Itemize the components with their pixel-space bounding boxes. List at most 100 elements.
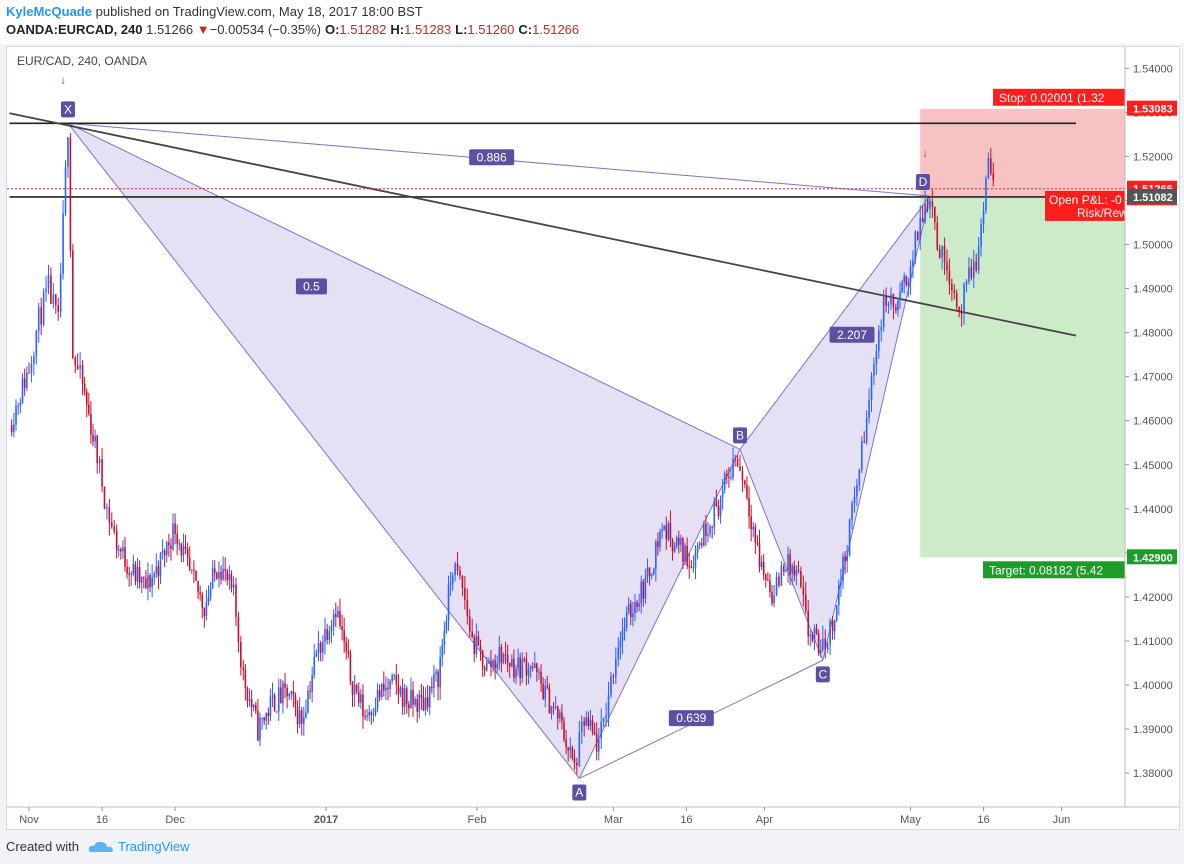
y-tick-label-0: 1.38000 bbox=[1133, 768, 1173, 780]
candle-body bbox=[244, 670, 247, 689]
candle-body bbox=[730, 477, 732, 479]
candle-body bbox=[880, 327, 883, 331]
candle-body bbox=[711, 526, 713, 528]
candle-body bbox=[211, 568, 214, 588]
candle-body bbox=[459, 570, 461, 576]
x-tick-label-7: Apr bbox=[756, 814, 773, 826]
candle-body bbox=[853, 496, 856, 503]
candle-body bbox=[303, 717, 305, 724]
candle-body bbox=[595, 734, 598, 752]
candle-body bbox=[987, 158, 990, 178]
candle-body bbox=[213, 568, 216, 574]
candle-body bbox=[485, 662, 488, 671]
candle-body bbox=[92, 434, 94, 442]
candle-body bbox=[652, 569, 655, 575]
candle-body bbox=[554, 706, 557, 708]
candle-body bbox=[802, 586, 805, 595]
candle-body bbox=[688, 565, 691, 567]
candle-body bbox=[207, 597, 210, 602]
candle-body bbox=[885, 296, 887, 306]
candle-body bbox=[780, 565, 783, 586]
candle-body bbox=[536, 663, 538, 672]
candle-body bbox=[846, 555, 848, 562]
candle-body bbox=[657, 541, 659, 548]
candle-body bbox=[870, 376, 873, 401]
publish-info: published on TradingView.com, May 18, 20… bbox=[95, 4, 423, 19]
symbol-label[interactable]: OANDA:EURCAD, 240 bbox=[6, 22, 143, 37]
target-zone bbox=[920, 196, 1125, 558]
candle-body bbox=[57, 305, 60, 312]
candle-body bbox=[273, 695, 276, 712]
candle-body bbox=[328, 631, 331, 641]
candle-body bbox=[619, 641, 622, 648]
open-label: O: bbox=[324, 22, 340, 37]
candle-body bbox=[946, 262, 948, 271]
chart-svg[interactable]: X A B C D 0.886 0.5 2.207 0.639 ↓ ↓ Stop: 0.02001 (… bbox=[7, 47, 1179, 829]
candle-body bbox=[17, 405, 19, 407]
price-tag-box-0 bbox=[1127, 100, 1177, 116]
candle-body bbox=[617, 647, 620, 659]
candle-body bbox=[197, 580, 199, 593]
pnl-label: Open P&L: -0 bbox=[1049, 193, 1122, 207]
candle-body bbox=[771, 591, 773, 604]
candle-body bbox=[19, 402, 22, 406]
author-link[interactable]: KyleMcQuade bbox=[6, 4, 92, 19]
candle-body bbox=[286, 687, 288, 697]
candle-body bbox=[420, 694, 423, 698]
candle-body bbox=[72, 250, 74, 358]
candle-body bbox=[752, 526, 755, 530]
candle-body bbox=[393, 674, 396, 676]
candle-body bbox=[292, 691, 295, 696]
candle-body bbox=[67, 137, 69, 167]
chart-title: EUR/CAD, 240, OANDA bbox=[17, 54, 147, 68]
candle-body bbox=[182, 546, 185, 556]
candle-body bbox=[376, 690, 379, 709]
y-tick-label-11: 1.49000 bbox=[1133, 284, 1173, 296]
candle-body bbox=[931, 201, 934, 207]
candle-body bbox=[811, 634, 814, 641]
candle-body bbox=[269, 697, 272, 717]
candle-body bbox=[533, 663, 536, 668]
candle-body bbox=[529, 666, 532, 670]
candle-body bbox=[829, 620, 831, 645]
candle-body bbox=[216, 573, 218, 579]
candle-body bbox=[399, 687, 402, 694]
candle-body bbox=[936, 222, 939, 250]
risk-reward-label: Risk/Rew bbox=[1077, 206, 1128, 220]
low-label: L: bbox=[455, 22, 468, 37]
candle-body bbox=[134, 564, 137, 582]
tradingview-brand-link[interactable]: TradingView bbox=[118, 839, 190, 854]
candle-body bbox=[899, 291, 901, 301]
candle-body bbox=[673, 546, 676, 552]
candle-body bbox=[675, 537, 678, 547]
candle-body bbox=[895, 307, 897, 311]
y-tick-label-12: 1.50000 bbox=[1133, 239, 1173, 251]
candle-body bbox=[953, 290, 956, 293]
candle-body bbox=[140, 576, 143, 583]
candle-body bbox=[488, 660, 490, 663]
candle-body bbox=[948, 270, 951, 285]
candle-body bbox=[33, 356, 35, 364]
candle-body bbox=[468, 616, 471, 632]
candle-body bbox=[638, 603, 640, 607]
candle-body bbox=[389, 680, 391, 690]
candle-body bbox=[248, 699, 251, 702]
candle-body bbox=[62, 213, 64, 274]
candle-body bbox=[307, 690, 309, 713]
candle-body bbox=[734, 458, 736, 460]
pnl-label-box bbox=[1045, 190, 1125, 221]
candles bbox=[10, 132, 995, 775]
y-tick-label-3: 1.41000 bbox=[1133, 636, 1173, 648]
candle-body bbox=[193, 569, 195, 571]
candle-body bbox=[380, 683, 383, 698]
candle-body bbox=[322, 641, 324, 653]
publish-line: KyleMcQuade published on TradingView.com… bbox=[6, 4, 423, 19]
candle-body bbox=[237, 616, 240, 643]
candle-body bbox=[10, 425, 13, 432]
candle-body bbox=[813, 628, 816, 641]
candle-body bbox=[418, 694, 421, 712]
chart-panel[interactable]: X A B C D 0.886 0.5 2.207 0.639 ↓ ↓ Stop: 0.02001 (… bbox=[6, 46, 1180, 830]
ratio-marker-1 bbox=[295, 278, 327, 295]
candle-body bbox=[188, 557, 191, 570]
candle-body bbox=[332, 613, 335, 627]
